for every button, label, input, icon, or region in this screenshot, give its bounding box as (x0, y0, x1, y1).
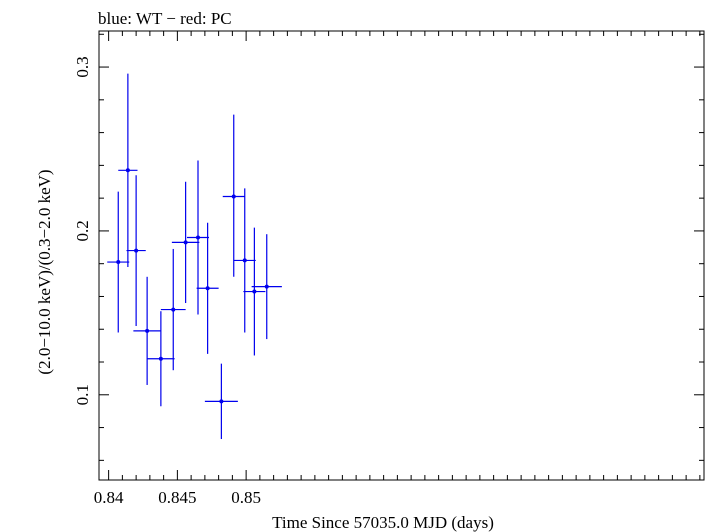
data-point (160, 248, 186, 371)
point-marker (219, 399, 224, 404)
y-tick-label: 0.3 (73, 56, 92, 77)
data-point (187, 160, 209, 315)
data-point (118, 73, 138, 267)
point-marker (264, 284, 269, 289)
point-marker (196, 235, 200, 240)
point-marker (158, 356, 163, 361)
x-tick-label: 0.85 (231, 488, 261, 507)
y-axis-ticks: 0.1 0.2 0.3 (73, 33, 704, 461)
point-marker (252, 289, 257, 294)
data-point (196, 222, 219, 354)
data-point (233, 188, 256, 333)
point-marker (183, 240, 188, 245)
data-point (107, 191, 130, 333)
x-tick-label: 0.84 (94, 488, 124, 507)
point-marker (242, 258, 247, 263)
y-axis-label: (2.0−10.0 keV)/(0.3−2.0 keV) (35, 169, 54, 374)
y-tick-label: 0.1 (73, 384, 92, 405)
x-tick-label: 0.845 (158, 488, 196, 507)
data-points (107, 73, 282, 440)
point-marker (145, 328, 150, 333)
data-point (243, 227, 266, 356)
plot-frame (98, 30, 705, 481)
data-point (222, 114, 245, 277)
data-point (251, 234, 282, 340)
y-tick-label: 0.2 (73, 220, 92, 241)
x-axis-ticks: 0.84 0.845 0.85 (94, 31, 701, 507)
point-marker (125, 168, 130, 173)
point-marker (205, 286, 210, 291)
data-point (133, 276, 161, 385)
data-point (147, 311, 175, 407)
chart-title: blue: WT − red: PC (98, 9, 232, 28)
point-marker (171, 307, 176, 312)
point-marker (231, 194, 236, 199)
x-axis-label: Time Since 57035.0 MJD (days) (272, 513, 494, 532)
data-point (204, 363, 238, 440)
point-marker (116, 260, 121, 265)
data-point (126, 175, 146, 326)
point-marker (134, 248, 139, 253)
data-point (171, 181, 200, 304)
